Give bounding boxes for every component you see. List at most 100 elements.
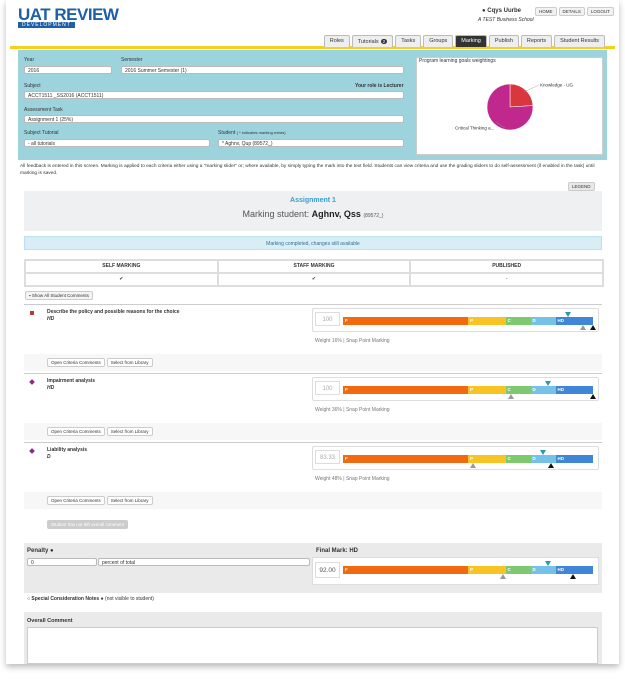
tab-label: Marking xyxy=(461,38,481,44)
criterion-title: Liability analysis xyxy=(47,447,88,453)
summary-header: PUBLISHED xyxy=(410,260,603,273)
tab-label: Groups xyxy=(429,38,448,44)
criterion-separator xyxy=(24,304,602,305)
tab-badge: 2 xyxy=(380,39,388,44)
summary-header: STAFF MARKING xyxy=(217,260,411,273)
criterion-button[interactable]: Open Criteria Comments xyxy=(47,358,105,367)
header-link[interactable]: HOME xyxy=(535,7,557,16)
grade-segment: C xyxy=(505,566,531,574)
criterion-title: Impairment analysis xyxy=(47,378,96,384)
comment-textarea[interactable] xyxy=(27,627,598,664)
tab[interactable]: Student Results xyxy=(554,35,605,47)
student-select[interactable]: * Aghnv, Qup (89572_) xyxy=(218,139,404,147)
subject-select[interactable]: ACCT1511 _SS2016 (ACCT1511) xyxy=(24,91,404,99)
tab[interactable]: Reports xyxy=(520,35,553,47)
label: Assessment Task xyxy=(24,107,63,113)
accent-line xyxy=(10,46,615,49)
pie-chart: Knowledge - UG Critical Thinking a... xyxy=(455,83,574,131)
special-label: Special Consideration Notes xyxy=(31,596,100,602)
grade-segment: HD xyxy=(555,386,593,394)
logo[interactable]: UAT REVIEW xyxy=(18,5,119,24)
penalty-label: Penalty ● xyxy=(27,548,54,554)
grade-bar: F P C D HD xyxy=(343,455,593,463)
show-comments-button[interactable]: ▪ Show All Student Comments xyxy=(25,291,93,300)
criterion-footer xyxy=(24,423,602,440)
label: Student ( * indicates marking exists) xyxy=(218,130,286,136)
grade-segment: D xyxy=(530,455,556,463)
criterion-info: Weight 36% | Snap Point Marking xyxy=(315,407,390,413)
header-link[interactable]: LOGOUT xyxy=(586,7,614,16)
grade-bar: F P C D HD xyxy=(343,317,593,325)
tab[interactable]: Tasks xyxy=(395,35,422,47)
criterion-separator xyxy=(24,373,602,374)
grade-segment: P xyxy=(468,455,506,463)
role: Your role is Lecturer xyxy=(355,83,404,89)
tab[interactable]: Tutorials 2 xyxy=(351,35,394,47)
staff-marker xyxy=(548,463,555,468)
average-marker xyxy=(580,325,586,330)
label: Penalty xyxy=(27,548,49,554)
overall-comment-label: Overall Comment xyxy=(27,618,73,624)
final-mark: 92.00 xyxy=(315,562,340,578)
criterion-title: Describe the policy and possible reasons… xyxy=(47,309,180,315)
tab[interactable]: Groups xyxy=(423,35,454,47)
student-note: ( * indicates marking exists) xyxy=(236,130,286,135)
criterion-info: Weight 48% | Snap Point Marking xyxy=(315,476,390,482)
grade-segment: D xyxy=(530,566,556,574)
criterion-button[interactable]: Open Criteria Comments xyxy=(47,427,105,436)
tutorial-select[interactable]: - all tutorials xyxy=(24,139,210,147)
grade-segment: C xyxy=(505,317,531,325)
grade-segment: F xyxy=(343,455,468,463)
grade-segment: C xyxy=(505,386,531,394)
label: Semester xyxy=(121,57,143,63)
average-marker xyxy=(470,463,476,468)
task-select[interactable]: Assignment 1 (25%) xyxy=(24,115,404,123)
notice: All feedback is entered in this screen. … xyxy=(20,164,595,176)
student-name: Aghnv, Qss xyxy=(311,209,361,219)
staff-marker xyxy=(590,325,596,330)
average-marker xyxy=(507,394,514,399)
average-marker xyxy=(500,574,506,579)
criterion-button[interactable]: Select from Library xyxy=(106,358,153,367)
pie-slice[interactable] xyxy=(509,83,534,108)
penalty-input[interactable]: 0 xyxy=(27,558,97,566)
label: Year xyxy=(24,57,35,63)
student-id: (89572_) xyxy=(363,213,384,219)
student-comment-button[interactable]: Student has not left overall comment xyxy=(47,520,129,529)
pie-label: Knowledge - UG xyxy=(540,83,574,88)
tab-label: Publish xyxy=(494,38,513,44)
criterion-button[interactable]: Select from Library xyxy=(106,496,153,505)
tab[interactable]: Marking xyxy=(455,35,487,47)
pie-slice[interactable] xyxy=(486,83,534,131)
grade-segment: C xyxy=(505,455,531,463)
label: Subject xyxy=(24,83,41,89)
tabs: Roles Tutorials 2 Tasks Groups Marking Publish… xyxy=(323,35,605,47)
mark-input[interactable]: 100 xyxy=(315,381,340,395)
role-text: Your role is xyxy=(355,83,383,89)
year-select[interactable]: 2016 xyxy=(24,66,112,74)
user-name[interactable]: ● Cqys Uurbe xyxy=(482,8,521,14)
semester-select[interactable]: 2016 Summer Semester (1) xyxy=(121,66,404,74)
tab-label: Roles xyxy=(329,38,344,44)
tab[interactable]: Roles xyxy=(323,35,350,47)
grade-segment: P xyxy=(468,317,506,325)
role-value: Lecturer xyxy=(383,83,404,89)
criterion-button[interactable]: Select from Library xyxy=(106,427,153,436)
tab-label: Tutorials xyxy=(357,39,379,45)
assignment-title: Assignment 1 xyxy=(290,197,336,204)
criterion-button[interactable]: Open Criteria Comments xyxy=(47,496,105,505)
pie-title: Program learning goals weightings xyxy=(419,58,496,64)
criterion-footer xyxy=(24,492,602,509)
mark-input[interactable]: 100 xyxy=(315,312,340,326)
penalty-unit[interactable]: percent of total xyxy=(98,558,310,566)
legend-button[interactable]: LEGEND xyxy=(568,182,595,191)
label: Subject Tutorial xyxy=(24,130,59,136)
grade-segment: HD xyxy=(555,455,593,463)
header-link[interactable]: DETAILS xyxy=(558,7,585,16)
tab-label: Tasks xyxy=(401,38,416,44)
tab[interactable]: Publish xyxy=(488,35,519,47)
mark-input[interactable]: 83.33 xyxy=(315,450,340,464)
self-marker xyxy=(540,450,546,455)
grade-segment: P xyxy=(468,566,506,574)
